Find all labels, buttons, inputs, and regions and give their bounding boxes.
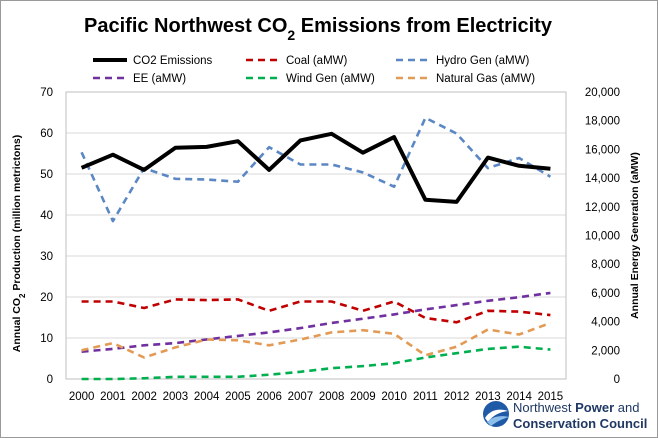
series-line-hydro-gen-amw bbox=[80, 116, 552, 223]
x-tick-label: 2006 bbox=[256, 391, 282, 403]
x-tick-label: 2011 bbox=[413, 391, 438, 403]
right-tick-label: 6,000 bbox=[591, 288, 620, 300]
right-tick-label: 10,000 bbox=[585, 231, 620, 243]
left-tick-label: 20 bbox=[40, 292, 53, 304]
x-tick-label: 2012 bbox=[444, 391, 470, 403]
x-tick-label: 2000 bbox=[69, 391, 95, 403]
x-tick-label: 2008 bbox=[319, 391, 345, 403]
series-line-wind-gen-amw bbox=[81, 345, 551, 381]
legend-label-natural-gas-amw: Natural Gas (aMW) bbox=[436, 73, 535, 85]
legend-label-hydro-gen-amw: Hydro Gen (aMW) bbox=[436, 55, 529, 67]
left-tick-label: 40 bbox=[40, 210, 53, 222]
x-tick-label: 2009 bbox=[350, 391, 376, 403]
series-line-ee-amw bbox=[81, 291, 551, 353]
right-tick-label: 4,000 bbox=[591, 317, 620, 329]
right-tick-label: 16,000 bbox=[585, 144, 620, 156]
logo-line-1: Northwest Power and bbox=[513, 400, 639, 415]
right-tick-label: 0 bbox=[614, 374, 620, 386]
x-tick-label: 2004 bbox=[194, 391, 220, 403]
plot-area-border bbox=[65, 91, 567, 380]
logo-line-2: Conservation Council bbox=[513, 416, 647, 431]
x-tick-label: 2010 bbox=[381, 391, 407, 403]
left-axis-ticks: 0 10 20 30 40 50 60 70 bbox=[40, 87, 53, 386]
x-tick-label: 2005 bbox=[225, 391, 251, 403]
legend-label-wind-gen-amw: Wind Gen (aMW) bbox=[286, 73, 375, 85]
legend: CO2 Emissions Coal (aMW) Hydro Gen (aMW) EE… bbox=[93, 55, 535, 85]
legend-label-ee-amw: EE (aMW) bbox=[133, 73, 186, 85]
x-tick-label: 2001 bbox=[100, 391, 126, 403]
chart-title: Pacific Northwest CO2 Emissions from Ele… bbox=[84, 15, 553, 43]
right-axis-label: Annual Energy Generation (aMW) bbox=[629, 152, 641, 319]
right-axis-ticks: 0 2,000 4,000 6,000 8,000 10,000 12,000 14,000 1… bbox=[585, 87, 620, 386]
logo-mark-icon bbox=[483, 401, 509, 427]
x-tick-label: 2002 bbox=[131, 391, 157, 403]
left-tick-label: 10 bbox=[40, 333, 53, 345]
legend-label-co2-emissions: CO2 Emissions bbox=[133, 55, 212, 67]
right-tick-label: 12,000 bbox=[585, 202, 620, 214]
right-tick-label: 20,000 bbox=[585, 87, 620, 99]
left-axis-label: Annual CO2 Production (million metricton… bbox=[11, 135, 27, 352]
x-tick-label: 2003 bbox=[163, 391, 189, 403]
x-tick-label: 2014 bbox=[506, 391, 532, 403]
x-tick-label: 2015 bbox=[538, 391, 564, 403]
series-line-co2-emissions bbox=[80, 131, 551, 204]
x-tick-label: 2007 bbox=[288, 391, 314, 403]
series-lines bbox=[80, 116, 552, 381]
left-tick-label: 30 bbox=[40, 251, 53, 263]
x-tick-label: 2013 bbox=[475, 391, 501, 403]
legend-label-coal-amw: Coal (aMW) bbox=[286, 55, 348, 67]
series-line-natural-gas-amw bbox=[81, 321, 551, 359]
right-tick-label: 8,000 bbox=[591, 259, 620, 271]
right-tick-label: 2,000 bbox=[591, 345, 620, 357]
right-tick-label: 14,000 bbox=[585, 173, 620, 185]
left-tick-label: 50 bbox=[40, 169, 53, 181]
left-tick-label: 70 bbox=[40, 87, 53, 99]
x-axis-ticks: 2000 2001 2002 2003 2004 2005 2006 2007 2008 2009… bbox=[69, 391, 563, 403]
left-tick-label: 60 bbox=[40, 128, 53, 140]
right-tick-label: 18,000 bbox=[585, 116, 620, 128]
left-tick-label: 0 bbox=[47, 374, 53, 386]
nwpcc-logo: Northwest Power and Conservation Council bbox=[483, 400, 647, 431]
gridlines bbox=[65, 91, 567, 380]
